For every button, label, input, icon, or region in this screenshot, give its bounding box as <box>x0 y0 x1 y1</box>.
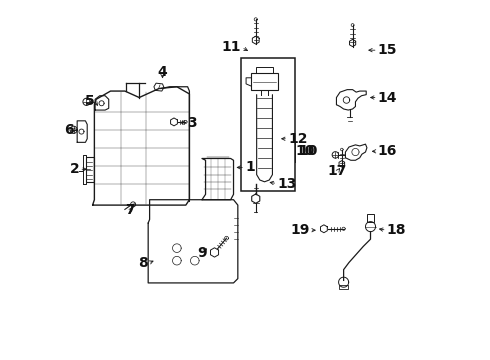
Text: 14: 14 <box>378 90 397 104</box>
Bar <box>241 58 295 192</box>
Text: 3: 3 <box>188 116 197 130</box>
Text: 11: 11 <box>222 40 242 54</box>
Text: 6: 6 <box>64 123 74 137</box>
Text: 10: 10 <box>295 144 315 158</box>
Bar <box>367 215 374 222</box>
Text: 19: 19 <box>290 223 310 237</box>
Text: 1: 1 <box>245 161 255 175</box>
Text: 2: 2 <box>70 162 79 176</box>
Text: 18: 18 <box>387 223 406 237</box>
Text: 4: 4 <box>158 66 168 80</box>
Text: 12: 12 <box>288 132 308 146</box>
Text: 5: 5 <box>85 94 95 108</box>
Text: 15: 15 <box>378 43 397 57</box>
Bar <box>256 67 272 73</box>
Text: 13: 13 <box>277 177 296 190</box>
Text: 7: 7 <box>125 203 135 217</box>
Bar <box>339 285 348 289</box>
Text: 10: 10 <box>298 144 318 158</box>
Text: 8: 8 <box>139 256 148 270</box>
Bar <box>251 73 278 90</box>
Text: 16: 16 <box>378 144 397 158</box>
Text: 17: 17 <box>328 165 347 179</box>
Text: 9: 9 <box>197 246 207 260</box>
